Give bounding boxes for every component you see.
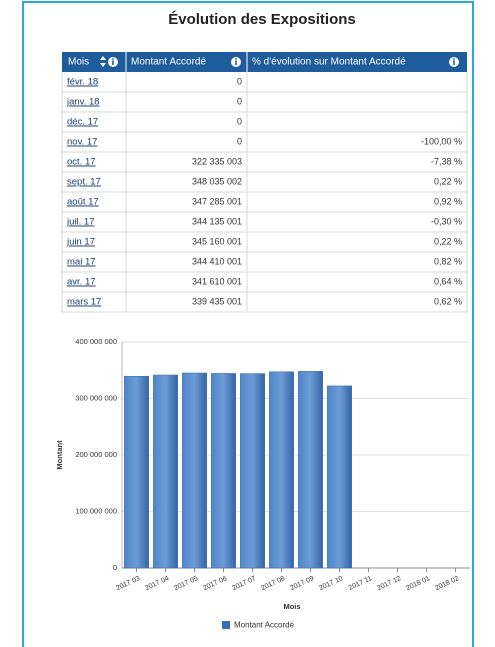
cell: 345 160 001 [192, 236, 242, 246]
cell: 0,64 % [434, 276, 462, 286]
bar [211, 373, 236, 569]
bar [240, 373, 265, 569]
column-header: % d'évolution sur Montant Accordé [252, 57, 406, 68]
cell: 339 435 001 [192, 296, 242, 306]
month-link[interactable]: juin 17 [66, 237, 95, 248]
bar [124, 375, 149, 569]
cell: 0,22 % [434, 236, 462, 246]
y-tick-label: 300 000 000 [75, 393, 117, 402]
month-link[interactable]: sept. 17 [67, 177, 101, 188]
page-title: Évolution des Expositions [168, 11, 356, 28]
x-tick-label: 2018 01 [405, 575, 431, 592]
x-tick-label: 2017 10 [318, 575, 344, 592]
cell: 347 285 001 [192, 196, 242, 206]
y-tick-label: 0 [113, 563, 117, 572]
info-icon-dot [453, 58, 455, 60]
month-link[interactable]: mai 17 [67, 257, 96, 268]
table-header [62, 52, 467, 72]
x-axis-label: Mois [283, 602, 300, 611]
x-tick-label: 2017 03 [115, 575, 141, 592]
x-tick-label: 2017 11 [348, 575, 374, 592]
cell: 344 410 001 [192, 256, 242, 266]
month-link[interactable]: oct. 17 [67, 157, 96, 168]
x-tick-label: 2017 06 [202, 575, 228, 592]
x-tick-label: 2017 05 [173, 575, 199, 592]
y-axis-label: Montant [55, 440, 64, 470]
month-link[interactable]: avr. 17 [67, 277, 96, 288]
info-icon-bar [453, 60, 455, 65]
x-tick-label: 2017 04 [144, 575, 170, 592]
cell: 0,82 % [434, 256, 462, 266]
x-tick-label: 2018 02 [434, 575, 460, 592]
x-tick-label: 2017 12 [376, 575, 402, 592]
bar [182, 372, 207, 569]
panel-border [22, 1, 474, 647]
x-tick-label: 2017 09 [289, 575, 315, 592]
legend-label: Montant Accordé [234, 621, 295, 630]
column-header: Montant Accordé [131, 57, 206, 68]
month-link[interactable]: déc. 17 [67, 117, 98, 128]
column-header: Mois [68, 57, 89, 68]
bar [153, 374, 178, 569]
info-icon-dot [235, 58, 237, 60]
info-icon-bar [235, 60, 237, 65]
cell: 341 610 001 [192, 276, 242, 286]
sort-icon [100, 56, 106, 67]
cell: 0 [237, 136, 242, 146]
bar [269, 371, 294, 569]
cell: 0 [237, 116, 242, 126]
cell: 0,62 % [434, 296, 462, 306]
month-link[interactable]: août 17 [67, 197, 99, 208]
info-icon-bar [112, 60, 114, 65]
month-link[interactable]: mars 17 [67, 297, 101, 308]
x-tick-label: 2017 08 [260, 575, 286, 592]
y-tick-label: 200 000 000 [75, 450, 117, 459]
x-tick-label: 2017 07 [231, 575, 257, 592]
cell: 0,92 % [434, 196, 462, 206]
cell: -0,30 % [431, 216, 462, 226]
month-link[interactable]: juil. 17 [66, 217, 94, 228]
cell: 344 135 001 [192, 216, 242, 226]
cell: 0 [237, 96, 242, 106]
legend-swatch [222, 621, 230, 629]
bar [327, 385, 352, 569]
bar [298, 371, 323, 569]
month-link[interactable]: nov. 17 [67, 137, 97, 148]
month-link[interactable]: janv. 18 [66, 97, 100, 108]
info-icon-dot [112, 58, 114, 60]
y-tick-label: 100 000 000 [75, 506, 117, 515]
cell: 322 335 003 [192, 156, 242, 166]
cell: 348 035 002 [192, 176, 242, 186]
cell: 0 [237, 76, 242, 86]
cell: 0,22 % [434, 176, 462, 186]
cell: -100,00 % [421, 136, 462, 146]
cell: -7,38 % [431, 156, 462, 166]
month-link[interactable]: févr. 18 [67, 77, 98, 88]
y-tick-label: 400 000 000 [75, 337, 117, 346]
